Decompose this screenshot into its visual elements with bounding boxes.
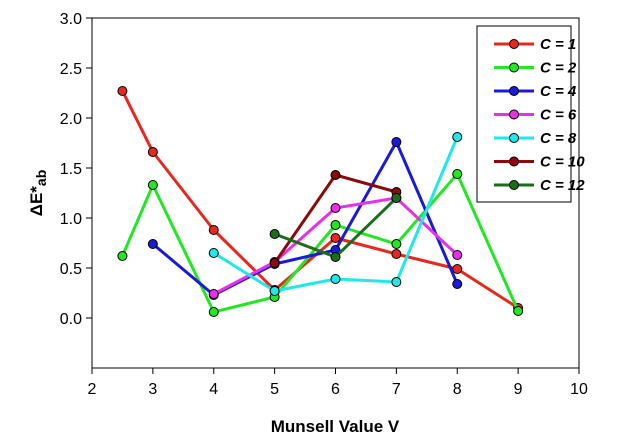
x-tick-label: 4 — [209, 381, 218, 398]
legend-entry: C = 2 — [494, 60, 577, 77]
y-axis-title: ΔE*ab — [27, 170, 49, 217]
data-point — [513, 306, 524, 316]
legend-entry: C = 10 — [494, 154, 585, 171]
legend-entry: C = 12 — [494, 177, 585, 194]
data-point — [391, 137, 402, 147]
legend-swatch-marker — [509, 156, 519, 167]
series-layer — [117, 86, 524, 317]
x-axis-title: Munsell Value V — [271, 417, 400, 436]
x-tick-label: 7 — [392, 381, 401, 398]
y-tick-label: 1.5 — [60, 161, 82, 178]
series-line — [121, 172, 520, 314]
data-point — [269, 229, 280, 239]
x-tick-label: 5 — [270, 381, 279, 398]
legend-swatch-marker — [509, 39, 519, 49]
y-tick-label: 3.0 — [60, 11, 82, 28]
x-tick-label: 6 — [331, 381, 340, 398]
data-point — [208, 225, 219, 235]
data-point — [391, 193, 402, 203]
data-point — [330, 252, 341, 262]
legend-label: C = 12 — [540, 177, 585, 194]
data-point — [330, 170, 341, 180]
y-axis-title-main: ΔE* — [27, 186, 46, 217]
data-point — [330, 233, 341, 243]
data-point — [391, 239, 402, 249]
legend-label: C = 6 — [540, 107, 577, 124]
y-axis-title-sub: ab — [33, 170, 49, 186]
data-point — [452, 132, 463, 142]
data-point — [147, 180, 158, 190]
legend-entry: C = 4 — [494, 83, 577, 100]
data-point — [330, 220, 341, 230]
data-point — [269, 258, 280, 268]
data-point — [452, 250, 463, 260]
x-tick-label: 9 — [514, 381, 523, 398]
legend-entry: C = 6 — [494, 107, 577, 124]
x-tick-label: 3 — [148, 381, 157, 398]
series-line — [151, 140, 459, 297]
data-point — [208, 289, 219, 299]
data-point — [452, 169, 463, 179]
legend-entry: C = 1 — [494, 36, 576, 53]
y-tick-label: 2.0 — [60, 111, 82, 128]
series-line — [121, 90, 519, 310]
legend-swatch-marker — [509, 109, 519, 120]
legend-entry: C = 8 — [494, 130, 577, 147]
y-tick-label: 2.5 — [60, 61, 82, 78]
y-tick-label: 0.5 — [60, 261, 82, 278]
x-tick-label: 10 — [570, 381, 588, 398]
legend-swatch-marker — [509, 62, 519, 73]
series-7 — [269, 193, 402, 262]
data-point — [147, 239, 158, 249]
legend-label: C = 1 — [540, 36, 576, 53]
y-tick-label: 0.0 — [60, 311, 82, 328]
data-point — [391, 249, 402, 259]
legend-label: C = 10 — [540, 154, 585, 171]
legend: C = 1 C = 2 C = 4 C = 6 C = 8 C = 10 C = 12 — [476, 25, 585, 203]
data-point — [208, 248, 219, 258]
legend-swatch-marker — [509, 133, 519, 143]
x-tick-label: 8 — [453, 381, 462, 398]
data-point — [330, 203, 341, 213]
data-point — [330, 274, 341, 284]
data-point — [208, 307, 219, 317]
data-point — [269, 286, 280, 296]
x-axis: 2 3 4 5 6 7 8 9 10 — [88, 368, 588, 398]
y-tick-label: 1.0 — [60, 211, 82, 228]
legend-label: C = 8 — [540, 130, 577, 147]
data-point — [147, 147, 158, 157]
data-point — [391, 277, 402, 287]
legend-swatch-marker — [509, 86, 519, 96]
legend-items: C = 1 C = 2 C = 4 C = 6 C = 8 C = 10 C = 12 — [494, 36, 585, 194]
legend-label: C = 2 — [540, 60, 577, 77]
data-point — [117, 86, 128, 96]
legend-label: C = 4 — [540, 83, 577, 100]
data-point — [117, 251, 128, 261]
data-point — [452, 279, 463, 289]
legend-swatch-marker — [509, 180, 519, 190]
data-point — [452, 264, 463, 274]
y-axis: 0.0 0.5 1.0 1.5 2.0 2.5 3.0 — [60, 11, 92, 328]
x-tick-label: 2 — [88, 381, 97, 398]
series-5 — [208, 132, 463, 296]
